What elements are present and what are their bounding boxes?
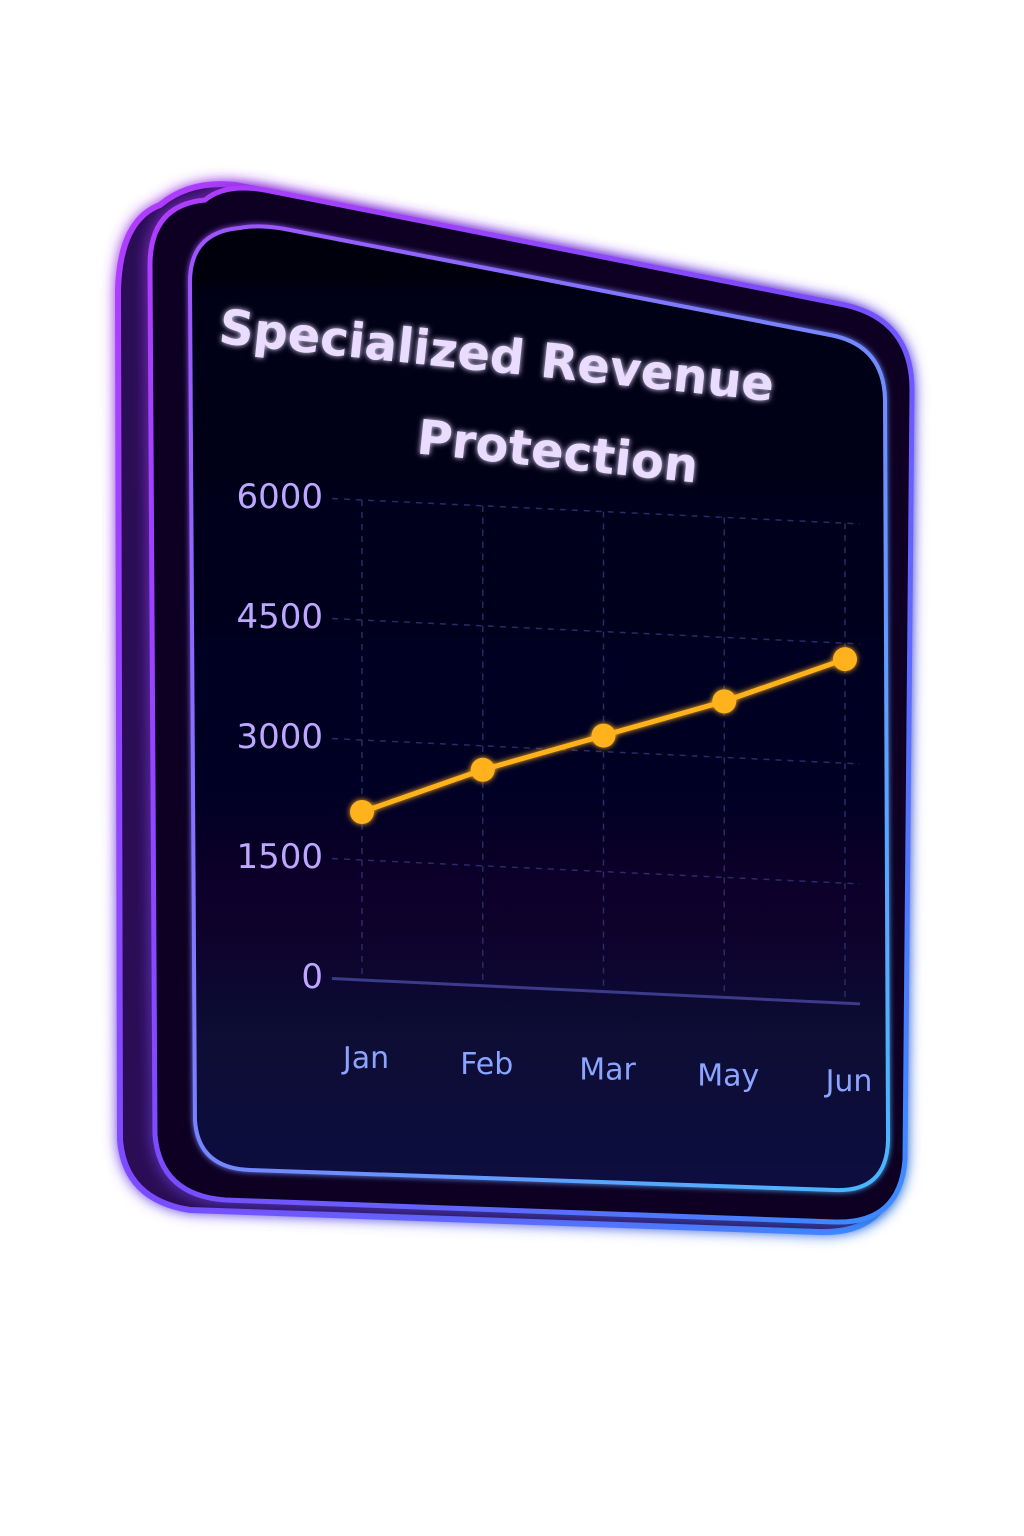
grid-lines	[331, 497, 861, 1006]
data-point	[591, 723, 616, 748]
data-point	[350, 800, 374, 824]
grid-line-h	[331, 497, 861, 525]
card-panel	[187, 224, 891, 1193]
grid-line-h	[331, 617, 861, 645]
x-tick-label: Mar	[579, 1053, 636, 1088]
x-tick-label: Jun	[824, 1064, 873, 1099]
x-axis-ticks: Jan Feb Mar May Jun	[341, 1041, 873, 1099]
y-tick-label: 0	[301, 957, 323, 997]
y-tick-label: 4500	[236, 597, 323, 637]
grid-line-h	[331, 737, 861, 765]
x-tick-label: Jan	[341, 1041, 389, 1076]
grid-line-h	[331, 857, 861, 885]
data-point	[470, 757, 495, 782]
y-axis-ticks: 6000 4500 3000 1500 0	[236, 477, 323, 997]
x-tick-label: May	[697, 1058, 759, 1093]
data-point	[833, 647, 857, 672]
grid-line-h	[331, 977, 861, 1006]
y-tick-label: 1500	[236, 837, 323, 877]
series-revenue	[350, 647, 857, 824]
x-tick-label: Feb	[460, 1047, 513, 1082]
y-tick-label: 6000	[236, 477, 323, 517]
data-point	[712, 689, 737, 714]
y-tick-label: 3000	[236, 717, 323, 757]
